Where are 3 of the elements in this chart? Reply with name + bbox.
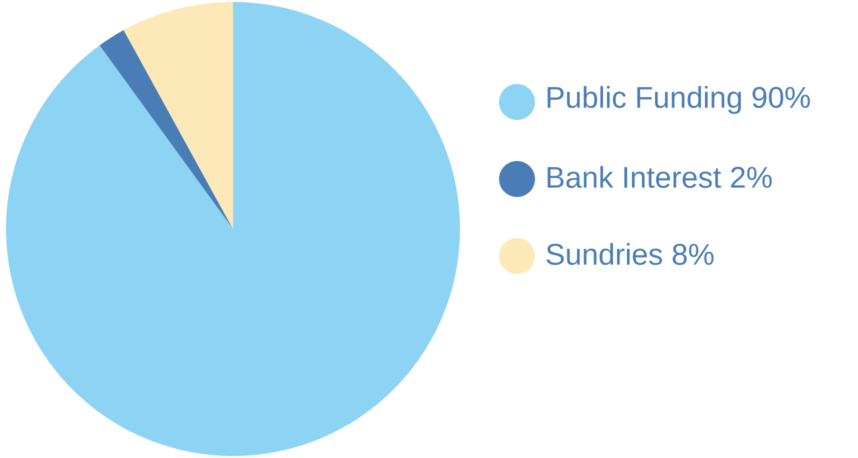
- legend-label: Public Funding 90%: [548, 86, 810, 114]
- legend-label: Bank Interest 2%: [548, 166, 772, 188]
- legend-label: Sundries 8%: [546, 243, 714, 265]
